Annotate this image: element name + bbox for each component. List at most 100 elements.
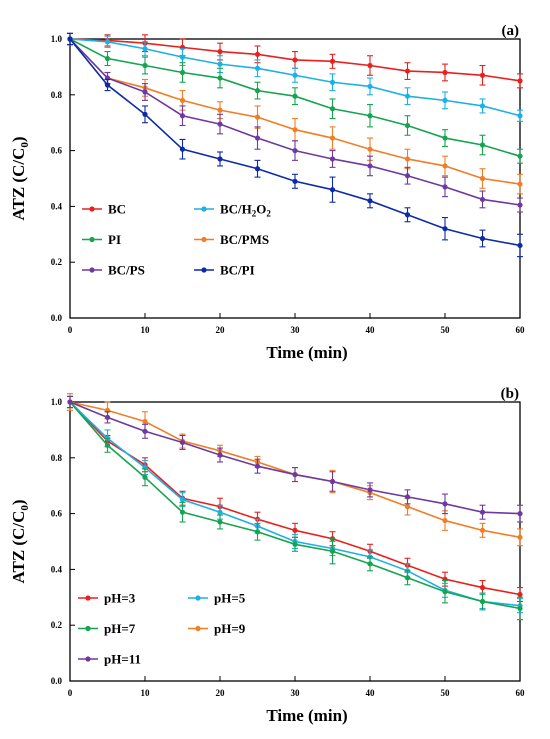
data-point [292,541,298,547]
data-point [479,527,486,533]
data-point [329,478,336,485]
y-axis-title-main: ATZ (C/C [9,511,28,584]
data-point [404,212,411,218]
data-point [179,439,186,446]
legend-swatch-marker [195,625,201,632]
data-point [104,414,111,420]
data-point [292,527,298,533]
legend-swatch-marker [195,595,201,601]
y-tick-label: 0.8 [51,90,63,100]
data-point [479,584,486,591]
y-tick-label: 1.0 [51,397,63,407]
x-tick-label: 20 [216,325,226,335]
data-point [367,487,373,493]
data-point [404,122,411,129]
data-point [517,534,523,540]
data-point [404,173,411,179]
data-point [142,418,148,425]
data-point [367,62,373,69]
y-axis-title-close: ) [9,499,28,505]
data-point [329,156,336,162]
y-tick-label: 1.0 [51,34,63,44]
data-point [329,135,336,141]
legend-label-main: BC/PI [220,263,255,278]
y-axis-title: ATZ (C/C0) [9,136,31,220]
data-point [254,135,261,141]
data-point [517,78,523,84]
legend-swatch-marker [201,267,207,273]
x-tick-label: 10 [141,325,151,335]
data-point [179,146,186,152]
data-point [404,156,411,162]
data-point [479,72,486,78]
data-point [479,235,486,242]
series-bc-h2o2 [67,32,523,122]
data-point [479,598,486,605]
legend-label: BC/PI [220,263,255,278]
data-point [254,88,261,94]
legend-label-main: PI [108,232,121,247]
legend-label-main: BC/PS [108,263,145,278]
series-bc-ps [67,32,523,213]
data-point [404,68,411,74]
y-tick-label: 0.0 [51,676,63,686]
data-point [442,135,448,141]
y-tick-label: 0.4 [51,564,63,574]
data-point [479,175,486,182]
chart-panel: 0 10 20 30 40 50 60 0.0 0.2 0.4 0.6 0.8 1.0 Time (min… [9,386,525,725]
panel-label: (a) [502,23,520,39]
x-tick-label: 0 [68,688,73,698]
data-point [367,146,373,152]
data-point [404,93,411,99]
data-point [329,58,336,64]
x-tick-label: 40 [366,325,376,335]
data-point [104,442,111,448]
y-tick-label: 0.2 [51,257,63,267]
data-point [104,39,111,45]
legend-label: pH=5 [214,591,246,606]
data-point [217,452,223,458]
legend-label: pH=7 [104,621,136,636]
y-tick-label: 0.2 [51,620,63,630]
data-point [292,127,298,133]
series-line [69,401,521,607]
series-bc-pi [67,32,523,258]
data-point [179,113,186,119]
data-point [254,529,261,535]
legend-label: BC/PMS [220,232,269,247]
y-axis-title-main: ATZ (C/C [9,148,28,221]
data-point [67,399,73,405]
legend-label-main: O [256,202,266,217]
y-tick-label: 0.6 [51,509,63,519]
legend-label-subscript: 2 [266,209,271,219]
y-axis-title-subscript: 0 [19,505,31,511]
y-axis-title: ATZ (C/C0) [9,499,31,583]
x-axis-title: Time (min) [266,706,347,725]
x-axis-title: Time (min) [266,343,347,362]
data-point [179,509,186,515]
data-point [517,510,523,517]
legend-label-subscript: 2 [252,209,257,219]
legend-label-main: BC [108,202,126,217]
data-point [104,82,111,88]
x-tick-label: 0 [68,325,73,335]
data-point [367,198,373,204]
data-point [142,62,148,69]
data-point [142,89,148,95]
x-tick-label: 50 [441,325,451,335]
data-point [442,97,448,103]
data-point [292,93,298,99]
data-point [367,113,373,119]
data-point [254,65,261,71]
data-point [142,111,148,117]
legend-swatch-marker [89,267,95,273]
legend-label: PI [108,232,121,247]
data-point [217,509,223,515]
x-tick-label: 60 [516,325,526,335]
x-tick-label: 50 [441,688,451,698]
data-point [517,153,523,159]
data-point [442,226,448,232]
